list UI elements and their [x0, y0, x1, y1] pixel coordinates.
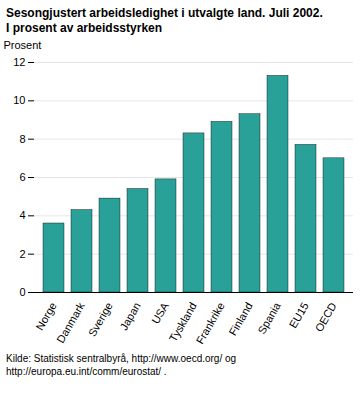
svg-text:2: 2	[19, 248, 25, 260]
svg-text:12: 12	[13, 56, 25, 68]
svg-text:Sverige: Sverige	[86, 300, 115, 338]
svg-text:10: 10	[13, 94, 25, 106]
svg-text:Spania: Spania	[255, 300, 283, 336]
html-text:Kilde: Statistisk sentralbyrå,: Kilde: Statistisk sentralbyrå, http://ww…	[6, 353, 237, 377]
svg-text:8: 8	[19, 133, 25, 145]
svg-text:6: 6	[19, 171, 25, 183]
svg-text:EU15: EU15	[287, 300, 311, 330]
svg-text:4: 4	[19, 209, 25, 221]
html-text:Sesongjustert arbeidsledighet: Sesongjustert arbeidsledighet i utvalgte…	[6, 6, 323, 20]
svg-text:Danmark: Danmark	[54, 300, 87, 345]
svg-text:Frankrike: Frankrike	[193, 300, 226, 346]
svg-text:Prosent: Prosent	[4, 39, 42, 51]
html-text:I prosent av arbeidsstyrken: I prosent av arbeidsstyrken	[6, 21, 163, 35]
svg-text:Japan: Japan	[117, 300, 142, 332]
svg-text:OECD: OECD	[312, 300, 338, 334]
svg-text:Finland: Finland	[226, 300, 254, 337]
svg-text:Norge: Norge	[33, 300, 58, 332]
svg-text:USA: USA	[149, 300, 171, 326]
svg-text:Tyskland: Tyskland	[166, 300, 199, 344]
svg-text:0: 0	[19, 286, 25, 298]
